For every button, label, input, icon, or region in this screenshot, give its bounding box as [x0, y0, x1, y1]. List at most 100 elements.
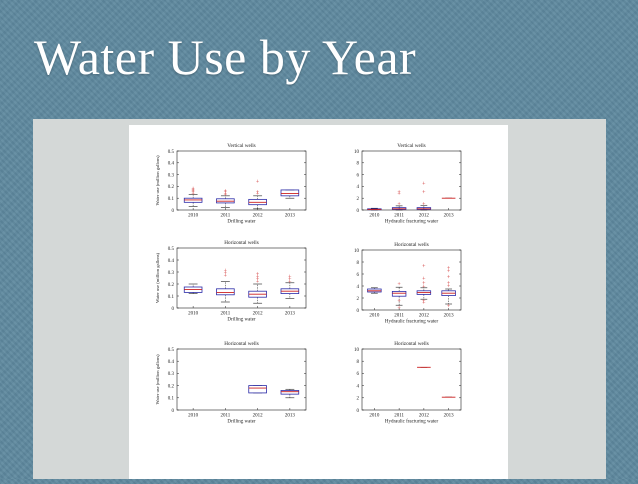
- x-tick-label: 2011: [220, 312, 230, 317]
- box-2010: [367, 207, 382, 211]
- outlier-marker: +: [256, 279, 260, 285]
- outlier-marker: +: [191, 191, 195, 197]
- x-tick-label: 2013: [444, 214, 455, 219]
- x-axis-label: Hydraulic fracturing water: [385, 220, 439, 225]
- outlier-marker: +: [447, 304, 451, 310]
- outlier-marker: +: [224, 269, 228, 275]
- x-tick-label: 2010: [188, 214, 199, 219]
- x-tick-label: 2013: [285, 414, 296, 419]
- box-2010: [367, 287, 382, 294]
- x-tick-label: 2010: [188, 414, 199, 419]
- y-tick-label: 0: [172, 209, 175, 214]
- box-2013: +++: [280, 275, 300, 299]
- y-tick-label: 4: [357, 185, 360, 190]
- y-tick-label: 0: [357, 309, 360, 314]
- x-axis-label: Hydraulic fracturing water: [385, 320, 439, 325]
- axes-frame: [176, 247, 307, 309]
- outlier-marker: +: [224, 192, 228, 198]
- subplot-6: Horizontal wells 0 2 4 6 8 10 2010 2011 2012 2013 H…: [354, 341, 462, 425]
- x-tick-label: 2013: [285, 214, 296, 219]
- y-tick-label: 0.1: [168, 197, 175, 202]
- x-tick-label: 2012: [253, 312, 264, 317]
- y-tick-label: 10: [354, 150, 360, 155]
- outlier-marker: +: [191, 188, 195, 194]
- box-2012: +++: [248, 179, 267, 210]
- y-tick-label: 8: [357, 261, 360, 266]
- y-tick-label: 2: [357, 397, 360, 402]
- box-2011: +++: [391, 282, 407, 311]
- x-tick-label: 2012: [419, 314, 430, 319]
- x-tick-label: 2011: [220, 214, 230, 219]
- y-tick-label: 0.4: [168, 360, 175, 365]
- box-2011: +++: [391, 190, 407, 211]
- outlier-marker: +: [447, 281, 451, 287]
- outlier-marker: +: [422, 190, 426, 196]
- x-axis-label: Hydraulic fracturing water: [385, 420, 439, 425]
- box-body: [216, 288, 235, 296]
- outlier-marker: +: [447, 269, 451, 275]
- outlier-marker: +: [288, 279, 292, 285]
- y-tick-label: 4: [357, 285, 360, 290]
- x-tick-label: 2010: [188, 312, 199, 317]
- y-tick-label: 0.2: [168, 185, 175, 190]
- outlier-marker: +: [447, 266, 451, 272]
- y-tick-label: 0.5: [168, 247, 175, 252]
- outlier-marker: +: [191, 187, 195, 193]
- subplot-2: Vertical wells 0 2 4 6 8 10 2010 2011 2012 2013 Hyd…: [354, 143, 462, 225]
- y-axis-label: Water use (million gallons): [155, 354, 160, 404]
- outlier-marker: +: [224, 271, 228, 277]
- box-2013: ++++++: [441, 266, 456, 310]
- outlier-marker: +: [422, 202, 426, 208]
- subplot-title: Horizontal wells: [224, 240, 258, 246]
- box-2012: ++++: [248, 272, 267, 304]
- slide-title: Water Use by Year: [34, 29, 417, 85]
- outlier-marker: +: [224, 273, 228, 279]
- x-axis-label: Drilling water: [227, 220, 256, 225]
- box-2012: +++: [416, 181, 432, 211]
- x-tick-label: 2012: [253, 414, 264, 419]
- y-tick-label: 6: [357, 273, 360, 278]
- y-tick-label: 0: [172, 409, 175, 414]
- axes-frame: [176, 348, 307, 411]
- x-tick-label: 2012: [419, 414, 430, 419]
- outlier-marker: +: [447, 284, 451, 290]
- y-tick-label: 0.4: [168, 259, 175, 264]
- subplot-title: Horizontal wells: [224, 341, 258, 347]
- y-tick-label: 0.3: [168, 173, 175, 178]
- y-tick-label: 8: [357, 360, 360, 365]
- outlier-marker: +: [422, 301, 426, 307]
- box-2012: [248, 385, 267, 394]
- outlier-marker: +: [256, 179, 260, 185]
- box-plot-figure: Vertical wells 0 0.1 0.2 0.3 0.4 0.5 2010 2011 20…: [129, 125, 508, 479]
- outlier-marker: +: [224, 189, 228, 195]
- box-2010: [183, 283, 203, 294]
- x-tick-label: 2011: [394, 414, 404, 419]
- x-tick-label: 2012: [253, 214, 264, 219]
- x-axis-label: Drilling water: [227, 420, 256, 425]
- y-tick-label: 0.4: [168, 162, 175, 167]
- y-tick-label: 8: [357, 162, 360, 167]
- x-tick-label: 2012: [419, 214, 430, 219]
- outlier-marker: +: [191, 189, 195, 195]
- subplot-1: Vertical wells 0 0.1 0.2 0.3 0.4 0.5 2010 2011 20…: [155, 143, 307, 225]
- y-tick-label: 0.1: [168, 397, 175, 402]
- outlier-marker: +: [422, 284, 426, 290]
- y-tick-label: 0: [357, 409, 360, 414]
- x-tick-label: 2010: [369, 214, 380, 219]
- y-tick-label: 0.1: [168, 295, 175, 300]
- outlier-marker: +: [422, 281, 426, 287]
- box-2011: ++++: [216, 189, 235, 208]
- y-tick-label: 10: [354, 348, 360, 353]
- outlier-marker: +: [397, 191, 401, 197]
- y-tick-label: 2: [357, 197, 360, 202]
- y-tick-label: 0.2: [168, 384, 175, 389]
- y-tick-label: 10: [354, 249, 360, 254]
- outlier-marker: +: [422, 277, 426, 283]
- outlier-marker: +: [256, 190, 260, 196]
- outlier-marker: +: [224, 190, 228, 196]
- box-body: [391, 290, 407, 297]
- outlier-marker: +: [256, 272, 260, 278]
- y-tick-label: 6: [357, 372, 360, 377]
- subplot-title: Vertical wells: [397, 143, 425, 149]
- outlier-marker: +: [397, 299, 401, 305]
